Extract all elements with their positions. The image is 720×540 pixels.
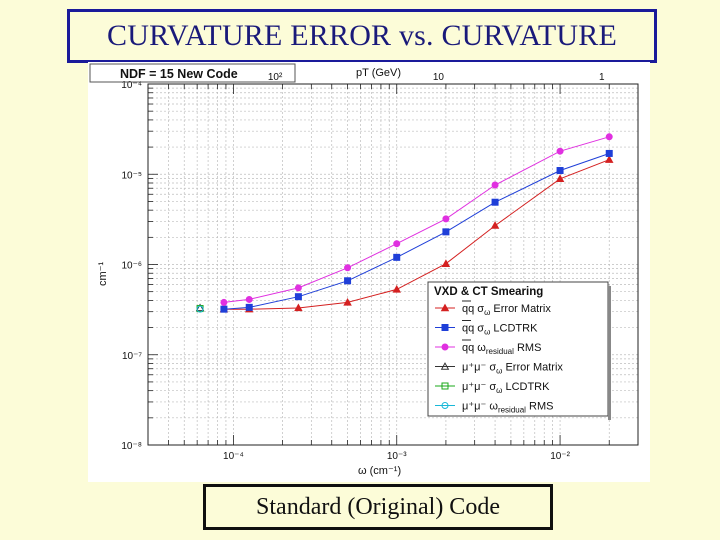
legend-entry-label: qq σω LCDTRK: [462, 323, 538, 337]
legend-marker: [441, 343, 449, 351]
legend-marker: [441, 402, 449, 409]
legend: VXD & CT Smearing qq σω Error Matrix qq σ…: [427, 281, 611, 420]
legend-shadow: [608, 286, 611, 420]
data-point: [196, 305, 204, 313]
y-tick-label: 10⁻⁶: [121, 261, 142, 272]
top-tick-label: 10²: [268, 72, 283, 83]
data-point: [294, 303, 303, 312]
legend-entry-label: μ⁺μ⁻ σω Error Matrix: [462, 362, 563, 376]
data-point: [442, 228, 450, 236]
data-point: [491, 198, 499, 206]
data-point: [294, 293, 302, 301]
data-point: [343, 297, 352, 306]
x-tick-label: 10⁻²: [550, 451, 570, 462]
data-point: [393, 240, 401, 248]
data-point: [605, 149, 613, 157]
y-tick-label: 10⁻⁴: [121, 80, 142, 91]
data-point: [220, 298, 228, 306]
data-point: [491, 181, 499, 189]
data-point: [344, 264, 352, 272]
legend-entry-label: μ⁺μ⁻ σω LCDTRK: [462, 381, 550, 395]
legend-title: VXD & CT Smearing: [434, 286, 543, 298]
legend-box: [427, 281, 609, 417]
data-point: [294, 284, 302, 292]
legend-marker: [441, 382, 449, 390]
slide-title: CURVATURE ERROR vs. CURVATURE: [67, 9, 657, 63]
y-axis-label: cm⁻¹: [97, 262, 109, 286]
data-point: [556, 147, 564, 155]
y-tick-label: 10⁻⁵: [121, 170, 142, 181]
y-tick-label: 10⁻⁸: [121, 441, 142, 452]
data-point: [245, 303, 253, 311]
x-tick-label: 10⁻⁴: [223, 451, 244, 462]
data-point: [441, 259, 451, 267]
top-tick-label: 10: [433, 72, 445, 83]
y-tick-label: 10⁻⁷: [122, 351, 142, 362]
data-point: [344, 277, 352, 285]
data-point: [442, 215, 450, 223]
legend-marker: [440, 303, 450, 312]
top-tick-label: 1: [599, 72, 605, 83]
x-tick-label: 10⁻³: [387, 451, 407, 462]
legend-entry-label: qq σω Error Matrix: [462, 303, 551, 317]
legend-entry-label: qq ωresidual RMS: [462, 342, 541, 356]
x-axis-label: ω (cm⁻¹): [358, 465, 401, 477]
chart-background: [88, 62, 650, 482]
legend-marker: [440, 362, 450, 370]
data-point: [605, 133, 613, 141]
data-point: [490, 221, 500, 229]
data-point: [245, 295, 253, 303]
top-axis-label: pT (GeV): [356, 67, 401, 79]
panel-label: NDF = 15 New Code: [120, 67, 238, 81]
data-point: [392, 284, 401, 293]
data-point: [195, 303, 205, 312]
data-point: [604, 155, 614, 163]
legend-marker: [441, 324, 449, 331]
legend-entry-label: μ⁺μ⁻ ωresidual RMS: [462, 401, 553, 415]
curvature-error-chart: 10⁻⁴ 10⁻³ 10⁻² 10² 10 1 10⁻⁸ 10⁻⁷ 10⁻⁶ 10⁻⁵ 10⁻⁴ N…: [88, 62, 650, 482]
data-point: [220, 305, 228, 313]
caption: Standard (Original) Code: [203, 484, 553, 530]
plot-panel: 10⁻⁴ 10⁻³ 10⁻² 10² 10 1 10⁻⁸ 10⁻⁷ 10⁻⁶ 10⁻⁵ 10⁻⁴ N…: [88, 62, 650, 482]
data-point: [555, 174, 565, 183]
data-point: [393, 253, 401, 261]
data-point: [556, 167, 564, 175]
panel-label-box: [89, 63, 296, 83]
